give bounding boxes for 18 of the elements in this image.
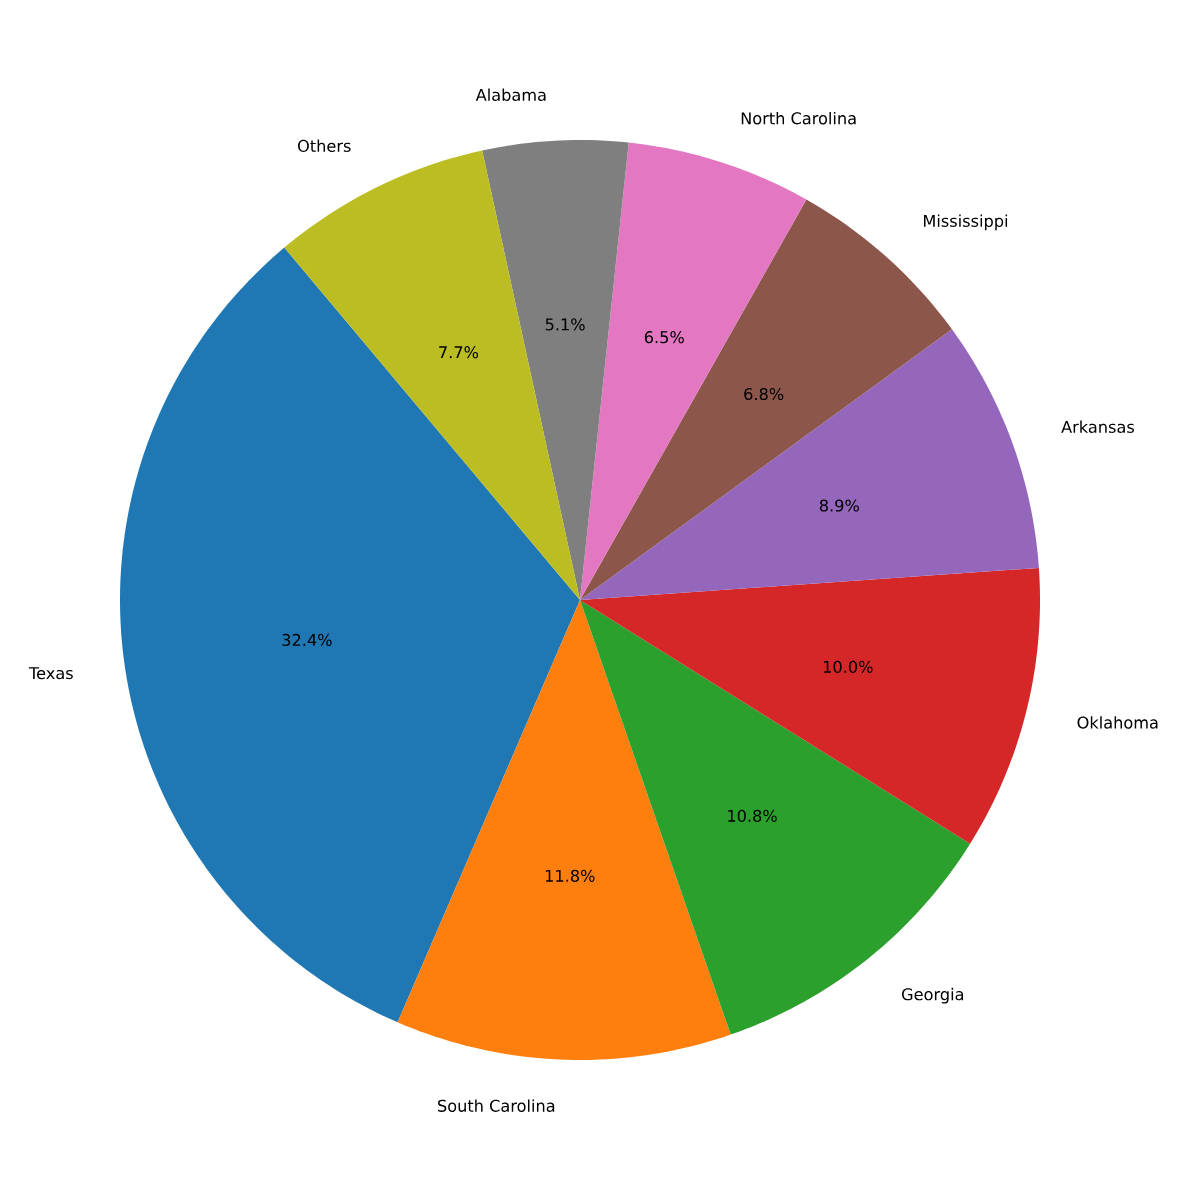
data-label: 6.8% — [744, 387, 784, 401]
slice-label: North Carolina — [741, 111, 856, 125]
data-label: 32.4% — [282, 633, 332, 647]
data-label: 11.8% — [545, 869, 595, 882]
data-label: 5.1% — [545, 318, 585, 331]
data-label: 10.8% — [728, 809, 777, 822]
data-label: 8.9% — [819, 499, 859, 512]
slice-label: Arkansas — [1061, 420, 1135, 433]
slice-label: Oklahoma — [1077, 716, 1158, 729]
slice-label: Mississippi — [923, 214, 1008, 231]
data-label: 10.0% — [823, 660, 873, 673]
slice-label: Georgia — [902, 987, 964, 1004]
slice-label: Alabama — [475, 88, 546, 101]
slice-label: Others — [297, 139, 351, 152]
data-label: 6.5% — [644, 331, 684, 344]
slice-label: South Carolina — [438, 1099, 555, 1112]
slice-label: Texas — [28, 667, 73, 680]
data-label: 7.7% — [439, 346, 479, 359]
